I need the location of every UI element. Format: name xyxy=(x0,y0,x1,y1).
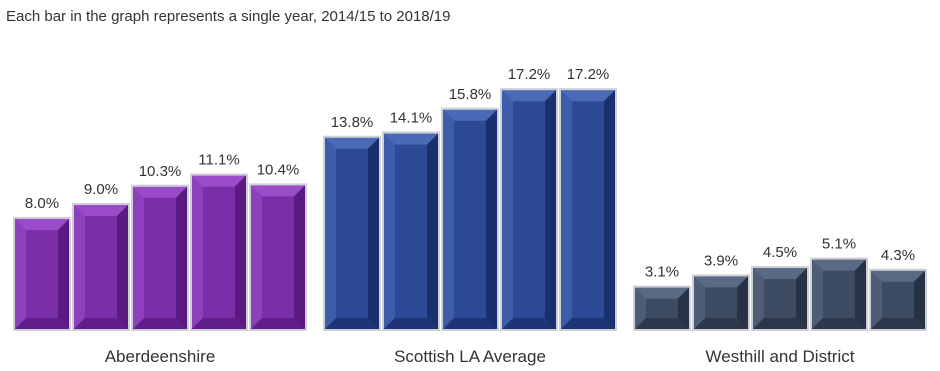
bar-group-1: 8.0% 9.0% 10.3% 11.1% 10.4% xyxy=(13,152,307,331)
bar xyxy=(692,274,750,331)
data-label: 4.3% xyxy=(881,247,915,264)
bar-group-2: 13.8% 14.1% 15.8% 17.2% 17.2% xyxy=(323,66,617,331)
data-label: 3.9% xyxy=(704,252,738,269)
data-label: 8.0% xyxy=(25,195,59,212)
bar xyxy=(751,266,809,331)
bar xyxy=(441,107,499,331)
bar xyxy=(500,88,558,331)
bar xyxy=(382,131,440,331)
bar xyxy=(249,183,307,331)
bar xyxy=(810,257,868,332)
bar xyxy=(323,135,381,331)
data-label: 14.1% xyxy=(390,110,433,127)
data-label: 13.8% xyxy=(331,114,374,131)
data-label: 15.8% xyxy=(449,86,492,103)
category-label: Westhill and District xyxy=(706,347,855,366)
bar xyxy=(559,88,617,331)
data-label: 17.2% xyxy=(567,66,610,83)
data-label: 17.2% xyxy=(508,66,551,83)
bar-group-3: 3.1% 3.9% 4.5% 5.1% 4.3% xyxy=(633,236,927,332)
data-label: 4.5% xyxy=(763,244,797,261)
bar xyxy=(190,173,248,331)
data-label: 3.1% xyxy=(645,264,679,281)
category-label: Aberdeenshire xyxy=(105,347,216,366)
chart-subtitle: Each bar in the graph represents a singl… xyxy=(6,8,451,25)
bar xyxy=(72,203,130,331)
data-label: 9.0% xyxy=(84,181,118,198)
bar xyxy=(13,217,71,331)
data-label: 5.1% xyxy=(822,236,856,253)
bar xyxy=(633,285,691,332)
bar xyxy=(131,184,189,331)
data-label: 11.1% xyxy=(198,152,239,169)
data-label: 10.4% xyxy=(257,161,300,178)
data-label: 10.3% xyxy=(139,163,182,180)
bar xyxy=(869,268,927,331)
category-label: Scottish LA Average xyxy=(394,347,546,366)
